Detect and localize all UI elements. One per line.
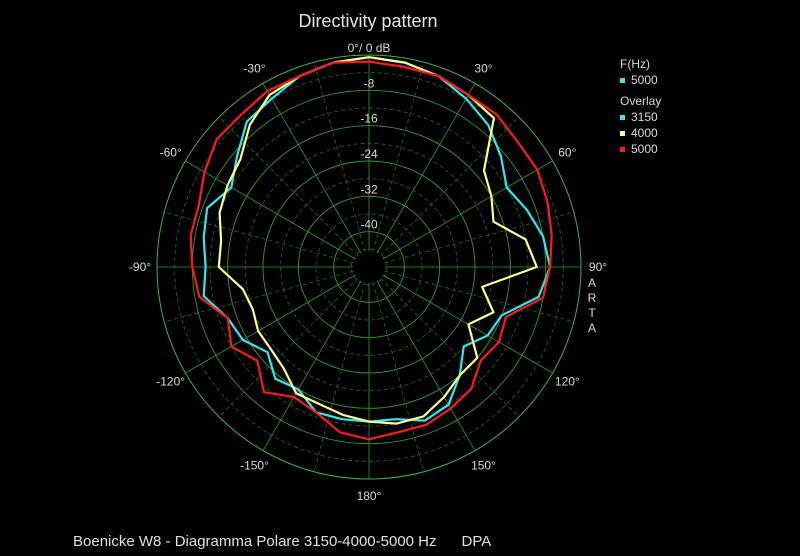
grid-spoke	[376, 83, 476, 254]
radial-tick-label: -24	[360, 147, 378, 161]
grid-spoke	[262, 83, 362, 254]
radial-tick-label: -32	[360, 182, 378, 196]
footer-caption: Boenicke W8 - Diagramma Polare 3150-4000…	[73, 533, 491, 550]
angle-tick-label: -60°	[160, 146, 182, 160]
grid-spoke-minor	[313, 62, 366, 252]
side-letter: T	[588, 306, 596, 320]
angle-tick-label: -150°	[240, 458, 269, 472]
grid-spoke-minor	[218, 116, 358, 256]
angle-tick-label: -120°	[156, 375, 185, 389]
grid-spoke-minor	[380, 116, 520, 256]
radial-tick-label: -8	[364, 76, 375, 90]
series-curves	[189, 56, 553, 441]
grid-spoke	[376, 280, 476, 451]
side-letter: R	[587, 291, 597, 305]
grid-spoke	[185, 160, 356, 260]
grid-spoke	[185, 274, 356, 374]
legend-label: 4000	[631, 126, 658, 140]
footer-caption-text: Boenicke W8 - Diagramma Polare 3150-4000…	[73, 533, 437, 550]
legend: F(Hz) 5000 Overlay 3150 4000 5000	[620, 56, 661, 157]
grid-spoke-minor	[372, 282, 425, 472]
grid-spoke-minor	[384, 270, 574, 323]
grid-spoke-minor	[372, 62, 425, 252]
grid-spoke	[382, 160, 553, 260]
grid-spoke-minor	[313, 282, 366, 472]
legend-freq-item: 5000	[620, 72, 661, 88]
legend-overlay-item: 4000	[620, 125, 661, 141]
grid-spoke-minor	[164, 270, 354, 323]
angle-tick-label: 90°	[589, 260, 607, 274]
legend-overlay-item: 3150	[620, 109, 661, 125]
angle-tick-label: 30°	[474, 62, 492, 76]
legend-swatch	[620, 114, 625, 120]
legend-freq-swatch	[620, 77, 625, 83]
side-letter: A	[587, 321, 596, 335]
series-line-5000	[189, 60, 553, 441]
angle-tick-label: 120°	[555, 375, 580, 389]
legend-label: 5000	[631, 142, 658, 156]
radial-tick-label: -40	[360, 218, 378, 232]
legend-overlay-item: 5000	[620, 141, 661, 157]
angle-tick-label: 150°	[471, 458, 496, 472]
legend-freq-header: F(Hz)	[620, 57, 650, 71]
arta-vertical-label: A R T A	[586, 276, 598, 336]
chart-title: Directivity pattern	[298, 11, 438, 31]
angle-tick-label: -90°	[129, 260, 151, 274]
legend-swatch	[620, 130, 625, 136]
radial-tick-labels: 0°/ 0 dB -8 -16 -24 -32 -40	[348, 41, 391, 232]
grid-spoke-minor	[384, 211, 574, 264]
grid-spoke	[262, 280, 362, 451]
grid-spoke-minor	[218, 278, 358, 418]
radial-tick-label: 0°/ 0 dB	[348, 41, 391, 55]
series-line-4000	[217, 56, 538, 425]
angle-tick-label: -30°	[243, 62, 265, 76]
footer-mode: DPA	[461, 533, 492, 550]
legend-label: 3150	[631, 110, 658, 124]
angle-tick-labels: 30° 60° 90° 120° 150° 180° -150° -120° -90° -60° -…	[129, 62, 607, 503]
side-letter: A	[587, 276, 596, 290]
center-hole	[353, 251, 385, 283]
angle-tick-label: 60°	[558, 146, 576, 160]
angle-tick-label: 180°	[357, 489, 382, 503]
legend-freq-value: 5000	[631, 73, 658, 87]
grid-spoke-minor	[380, 278, 520, 418]
legend-overlay-header: Overlay	[620, 94, 662, 108]
radial-tick-label: -16	[360, 112, 378, 126]
legend-swatch	[620, 146, 625, 152]
